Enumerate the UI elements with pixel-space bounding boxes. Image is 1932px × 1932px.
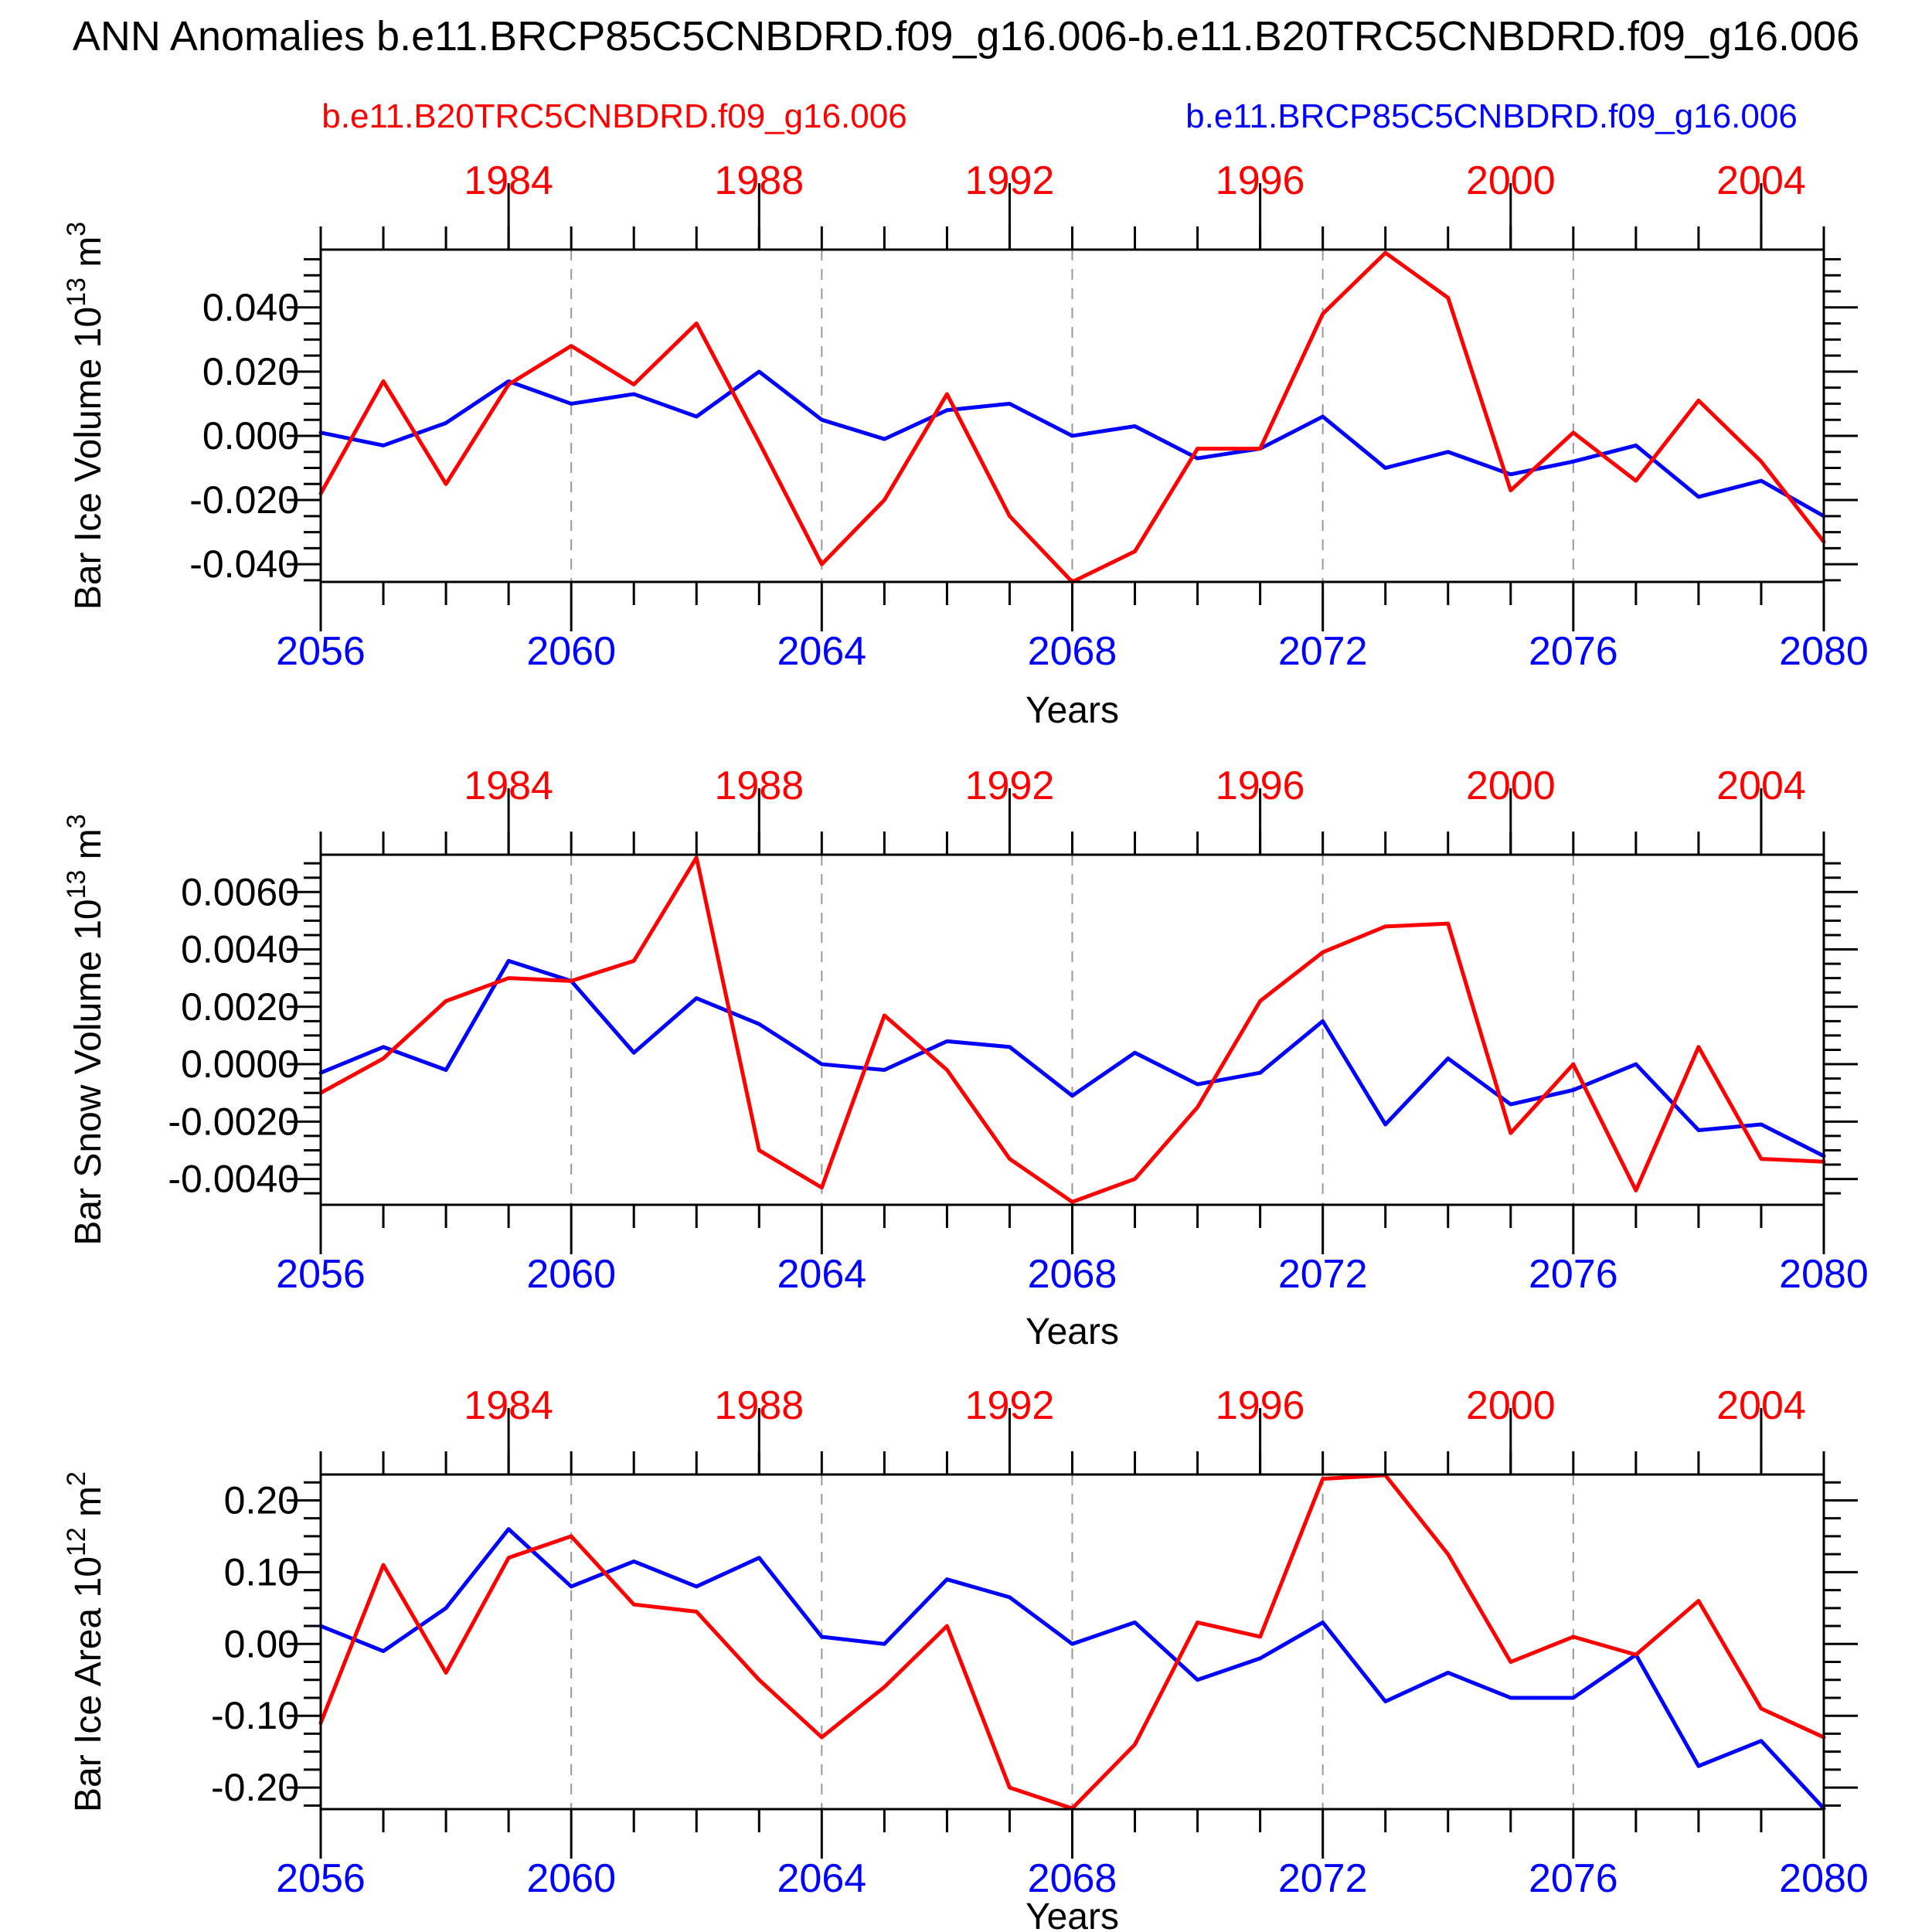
- panel-frame: [319, 1473, 1825, 1811]
- y-tick-label: -0.040: [189, 543, 299, 586]
- x-tick-label-bottom: 2076: [1529, 1252, 1618, 1297]
- top-year-label: 2004: [1716, 764, 1806, 808]
- top-year-label: 1996: [1216, 158, 1305, 203]
- y-tick-label: 0.040: [202, 286, 299, 329]
- y-tick-label: 0.00: [224, 1622, 299, 1665]
- legend-label-b20trc: b.e11.B20TRC5CNBDRD.f09_g16.006: [321, 97, 907, 135]
- series-brcp85-line: [318, 369, 1826, 519]
- y-tick-label: 0.000: [202, 414, 299, 457]
- y-tick-label: -0.020: [189, 478, 299, 522]
- top-year-label: 1996: [1216, 1383, 1305, 1428]
- y-tick-label: -0.10: [211, 1694, 299, 1737]
- x-tick-label-bottom: 2060: [526, 1856, 616, 1901]
- top-year-label: 2004: [1716, 1383, 1806, 1428]
- x-tick-label-bottom: 2072: [1278, 629, 1368, 674]
- top-year-label: 2004: [1716, 158, 1806, 203]
- panel-frame: [319, 853, 1825, 1206]
- x-tick-label-bottom: 2076: [1529, 629, 1618, 674]
- y-axis-title: Bar Ice Area 1012 m2: [62, 1471, 109, 1812]
- panel-frame: [319, 248, 1825, 583]
- y-tick-label: 0.0040: [181, 928, 299, 971]
- y-tick-label: -0.0040: [168, 1158, 299, 1201]
- top-year-label: 2000: [1466, 158, 1556, 203]
- x-tick-label-bottom: 2060: [526, 1252, 616, 1297]
- top-year-label: 2000: [1466, 764, 1556, 808]
- x-tick-label-bottom: 2080: [1779, 629, 1869, 674]
- y-tick-label: 0.0060: [181, 870, 299, 913]
- x-tick-label-bottom: 2068: [1028, 629, 1117, 674]
- x-tick-label-bottom: 2072: [1278, 1252, 1368, 1297]
- x-tick-label-bottom: 2068: [1028, 1252, 1117, 1297]
- series-b20trc-line: [318, 250, 1826, 584]
- x-tick-label-bottom: 2080: [1779, 1856, 1869, 1901]
- x-axis-title: Years: [1026, 1311, 1119, 1352]
- x-tick-label-bottom: 2064: [777, 1856, 866, 1901]
- y-tick-label: 0.020: [202, 350, 299, 393]
- series-b20trc-line: [318, 855, 1826, 1204]
- y-axis-title: Bar Ice Volume 1013 m3: [62, 222, 109, 610]
- x-axis-title: Years: [1026, 690, 1119, 731]
- top-year-label: 1988: [714, 1383, 804, 1428]
- x-tick-label-bottom: 2056: [276, 629, 366, 674]
- x-axis-title: Years: [1026, 1896, 1119, 1932]
- top-year-label: 1992: [965, 764, 1055, 808]
- top-year-label: 2000: [1466, 1383, 1556, 1428]
- y-tick-label: -0.20: [211, 1766, 299, 1809]
- x-tick-label-bottom: 2060: [526, 629, 616, 674]
- top-year-label: 1996: [1216, 764, 1305, 808]
- x-tick-label-bottom: 2080: [1779, 1252, 1869, 1297]
- x-tick-label-bottom: 2076: [1529, 1856, 1618, 1901]
- top-year-label: 1984: [464, 158, 553, 203]
- series-brcp85-line: [318, 1527, 1826, 1811]
- x-tick-label-bottom: 2072: [1278, 1856, 1368, 1901]
- x-tick-label-bottom: 2056: [276, 1252, 366, 1297]
- top-year-label: 1988: [714, 764, 804, 808]
- top-year-label: 1992: [965, 158, 1055, 203]
- x-tick-label-bottom: 2068: [1028, 1856, 1117, 1901]
- top-year-label: 1984: [464, 1383, 553, 1428]
- y-tick-label: 0.10: [224, 1550, 299, 1594]
- y-tick-label: 0.0000: [181, 1043, 299, 1086]
- x-tick-label-bottom: 2064: [777, 629, 866, 674]
- y-axis-title: Bar Snow Volume 1013 m3: [62, 814, 109, 1245]
- top-year-label: 1988: [714, 158, 804, 203]
- y-tick-label: 0.0020: [181, 985, 299, 1029]
- legend-label-brcp85: b.e11.BRCP85C5CNBDRD.f09_g16.006: [1185, 97, 1798, 135]
- top-year-label: 1992: [965, 1383, 1055, 1428]
- y-tick-label: -0.0020: [168, 1100, 299, 1143]
- x-tick-label-bottom: 2064: [777, 1252, 866, 1297]
- top-year-label: 1984: [464, 764, 553, 808]
- x-tick-label-bottom: 2056: [276, 1856, 366, 1901]
- plot-title: ANN Anomalies b.e11.BRCP85C5CNBDRD.f09_g…: [72, 13, 1860, 60]
- y-tick-label: 0.20: [224, 1478, 299, 1522]
